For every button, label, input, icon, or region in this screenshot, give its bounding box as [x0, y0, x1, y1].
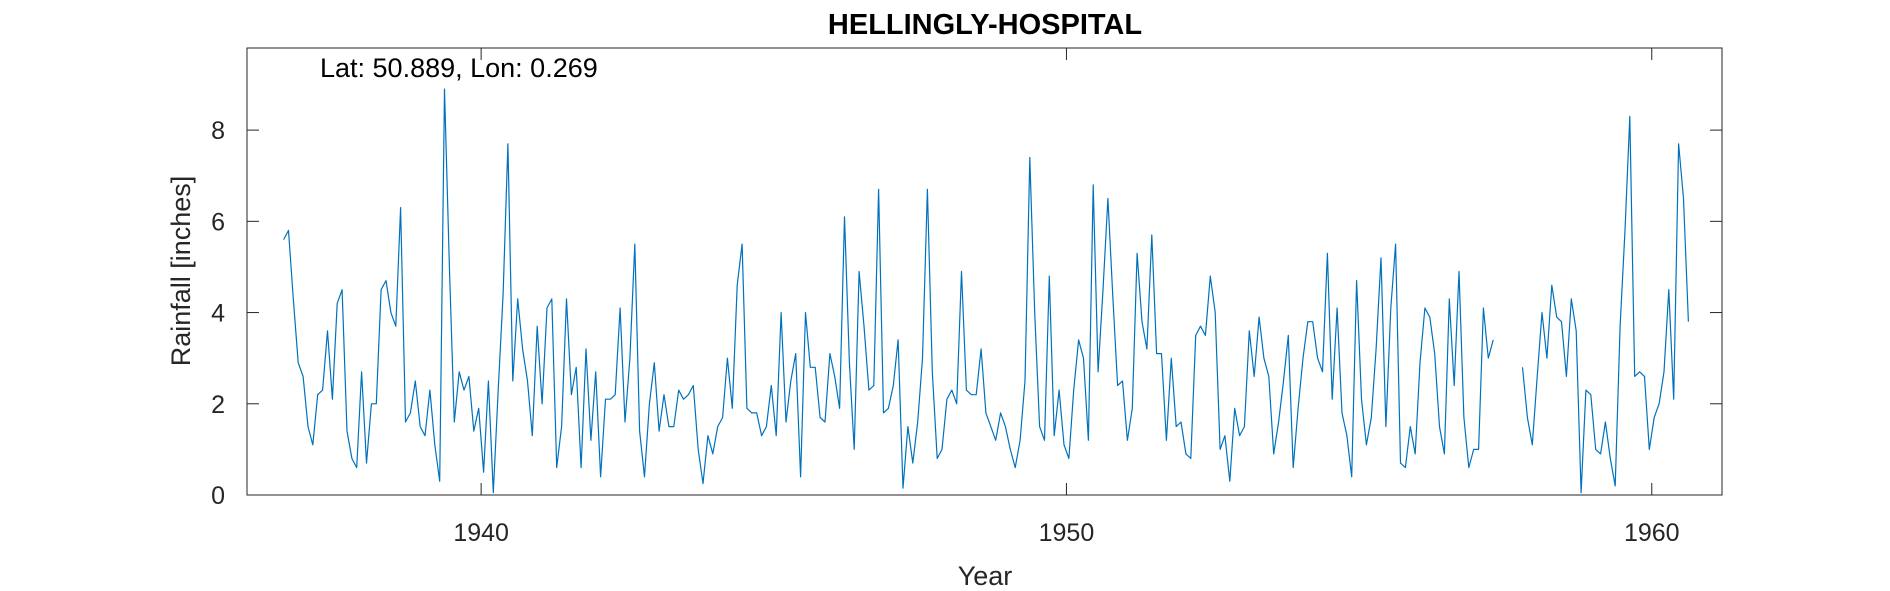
- rainfall-series-line-2: [1521, 115, 1689, 494]
- plot-area: [246, 47, 1723, 496]
- rainfall-series-line-1: [283, 88, 1494, 494]
- location-annotation: Lat: 50.889, Lon: 0.269: [320, 53, 598, 83]
- y-axis-ticks: 0 2 4 6 8: [211, 117, 1722, 510]
- y-tick-label: 8: [211, 117, 225, 145]
- x-axis-label: Year: [958, 561, 1013, 591]
- y-axis-label: Rainfall [inches]: [166, 176, 196, 367]
- x-axis-ticks: 1940 1950 1960: [453, 48, 1680, 547]
- x-tick-label: 1950: [1039, 519, 1095, 547]
- y-tick-label: 6: [211, 208, 225, 236]
- chart-title: HELLINGLY-HOSPITAL: [828, 9, 1142, 41]
- x-tick-label: 1940: [453, 519, 509, 547]
- series-layer: [283, 88, 1689, 494]
- y-tick-label: 4: [211, 300, 225, 328]
- y-tick-label: 0: [211, 482, 225, 510]
- y-tick-label: 2: [211, 391, 225, 419]
- x-tick-label: 1960: [1624, 519, 1680, 547]
